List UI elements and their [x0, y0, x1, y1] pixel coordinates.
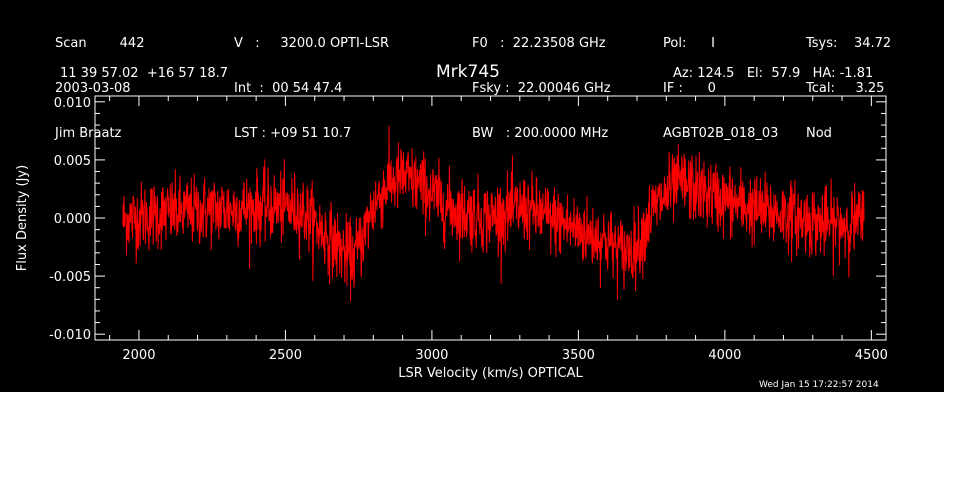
header-line: F0 : 22.23508 GHz [472, 36, 606, 51]
az-el-ha-readout: Az: 124.5 El: 57.9 HA: -1.81 [673, 66, 874, 81]
header-line: 2003-03-08 [55, 81, 131, 96]
header-line: V : 3200.0 OPTI-LSR [234, 36, 390, 51]
y-tick-label: -0.005 [49, 270, 91, 285]
header-line: Scan 442 [55, 36, 145, 51]
series-line [122, 125, 865, 302]
y-tick-label: 0.005 [54, 154, 91, 169]
header-velocity-info: V : 3200.0 OPTI-LSR Int : 00 54 47.4 LST… [234, 6, 389, 171]
header-line: LST : +09 51 10.7 [234, 126, 352, 141]
y-tick-label: 0.000 [54, 212, 91, 227]
source-coordinates: 11 39 57.02 +16 57 18.7 [60, 66, 229, 81]
ticks: 2000 2500 3000 3500 4000 4500 -0.010 -0.005 0.00… [49, 96, 888, 363]
header-line: Tsys: 34.72 [806, 36, 892, 51]
chart-title: Mrk745 [436, 62, 500, 82]
timestamp: Wed Jan 15 17:22:57 2014 [759, 380, 879, 390]
series-group [122, 125, 865, 302]
x-tick-label: 4500 [855, 348, 888, 363]
header-polarization-info: Pol: I IF : 0 AGBT02B_018_03 [663, 6, 778, 171]
header-system-info: Tsys: 34.72 Tcal: 3.25 Nod [806, 6, 891, 171]
header-frequency-info: F0 : 22.23508 GHz Fsky : 22.00046 GHz BW… [472, 6, 611, 171]
header-line: Jim Braatz [55, 126, 122, 141]
x-tick-label: 4000 [708, 348, 741, 363]
y-tick-label: 0.010 [54, 96, 91, 111]
x-tick-label: 2500 [269, 348, 302, 363]
header-line: Int : 00 54 47.4 [234, 81, 343, 96]
header-line: BW : 200.0000 MHz [472, 126, 609, 141]
x-tick-label: 3000 [415, 348, 448, 363]
header-line: Pol: I [663, 36, 715, 51]
x-tick-label: 3500 [562, 348, 595, 363]
header-scan-info: Scan 442 2003-03-08 Jim Braatz [55, 6, 144, 171]
plot-panel: Scan 442 2003-03-08 Jim Braatz V : 3200.… [0, 0, 944, 392]
x-axis-label: LSR Velocity (km/s) OPTICAL [398, 366, 583, 381]
y-tick-label: -0.010 [49, 328, 91, 343]
spectrum-chart: LSR Velocity (km/s) OPTICAL Flux Density … [15, 95, 888, 381]
header-line: Fsky : 22.00046 GHz [472, 81, 611, 96]
header-line: IF : 0 [663, 81, 716, 96]
y-axis-label: Flux Density (Jy) [15, 165, 30, 271]
header-line: AGBT02B_018_03 [663, 126, 779, 141]
header-line: Nod [806, 126, 832, 141]
header-line: Tcal: 3.25 [806, 81, 885, 96]
x-tick-label: 2000 [122, 348, 155, 363]
